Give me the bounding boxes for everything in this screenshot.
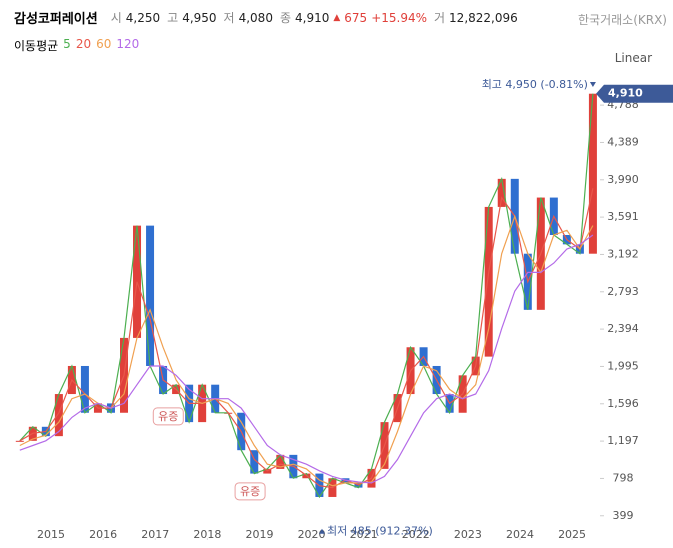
- field-value: 4,910: [295, 10, 330, 25]
- field-key: 시: [110, 11, 122, 25]
- high-label: 최고 4,950 (-0.81%): [482, 78, 588, 91]
- tag-label: 유증: [240, 485, 260, 498]
- tag-box: [152, 407, 184, 426]
- y-tick-label: 1,995: [607, 359, 639, 372]
- candle: [146, 225, 155, 366]
- legend-entry: 60: [96, 37, 112, 51]
- y-tick-label: 1,596: [607, 397, 639, 410]
- x-tick-label: 2021: [350, 528, 378, 541]
- x-tick-label: 2022: [402, 528, 430, 541]
- tag-label: 유증: [158, 410, 178, 423]
- x-tick-label: 2019: [245, 528, 273, 541]
- candle: [15, 440, 24, 442]
- ma-title: 이동평균: [14, 39, 59, 53]
- legend-entry: 5: [63, 37, 71, 51]
- x-tick-label: 2024: [506, 528, 534, 541]
- y-tick-label: 4,389: [607, 135, 639, 148]
- exchange: 한국거래소(KRX): [578, 13, 667, 27]
- y-tick-label: 3,990: [607, 173, 639, 186]
- x-tick-label: 2017: [141, 528, 169, 541]
- y-tick-label: 2,793: [607, 285, 639, 298]
- up-arrow: ▲: [333, 12, 341, 23]
- y-tick-label: 399: [613, 509, 634, 522]
- price-tag-label: 4,910: [608, 87, 643, 100]
- scale-button[interactable]: Linear: [614, 51, 652, 65]
- x-tick-label: 2025: [558, 528, 586, 541]
- quote-header: 감성코퍼레이션 시 4,250 고 4,950 저 4,080 종 4,910 ▲ 675…: [14, 8, 518, 28]
- y-tick-label: 3,192: [607, 247, 639, 260]
- y-tick-label: 798: [613, 471, 634, 484]
- ma-legend: 이동평균 5 20 60 120: [14, 37, 139, 54]
- candle: [588, 93, 597, 254]
- change: 675: [344, 10, 368, 25]
- field-value: 4,250: [125, 10, 161, 25]
- ma-line: [19, 214, 594, 487]
- ma-line: [19, 234, 594, 484]
- field-key: 저: [223, 11, 235, 25]
- field-value: 4,080: [238, 10, 273, 25]
- candle: [276, 454, 285, 469]
- ma-line: [19, 93, 594, 499]
- field-key: 거: [434, 11, 446, 25]
- candle: [54, 394, 63, 437]
- stock-name: 감성코퍼레이션: [14, 12, 98, 27]
- y-tick-label: 2,394: [607, 322, 639, 335]
- change-pct: +15.94%: [371, 10, 427, 25]
- low-marker: [318, 528, 325, 534]
- field-key: 고: [167, 11, 179, 25]
- x-tick-label: 2015: [37, 528, 65, 541]
- x-tick-label: 2016: [89, 528, 117, 541]
- high-marker: [589, 82, 596, 87]
- x-tick-label: 2020: [298, 528, 326, 541]
- legend-entry: 120: [116, 37, 140, 51]
- y-tick-label: 3,591: [607, 210, 639, 223]
- candle: [484, 206, 493, 357]
- volume: 12,822,096: [449, 10, 518, 25]
- x-tick-label: 2018: [193, 528, 221, 541]
- price-tag: [596, 84, 673, 103]
- tag-box: [234, 482, 266, 501]
- candle: [80, 365, 89, 413]
- ma-line: [19, 188, 594, 489]
- candle: [497, 178, 506, 207]
- field-value: 4,950: [182, 10, 217, 25]
- legend-entry: 20: [75, 37, 92, 51]
- field-key: 종: [279, 11, 291, 25]
- low-label: 최저 485 (912.37%): [327, 525, 433, 538]
- y-tick-label: 1,197: [607, 434, 639, 447]
- x-tick-label: 2023: [454, 528, 482, 541]
- candle: [250, 450, 259, 474]
